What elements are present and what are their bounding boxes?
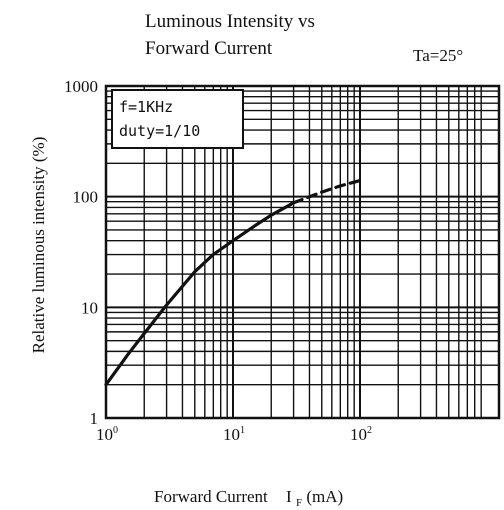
series-layer: [104, 178, 362, 387]
chart-title-line-1: Luminous Intensity vs: [145, 11, 315, 32]
y-tick-label: 1000: [64, 77, 98, 96]
y-axis-label: Relative luminous intensity (%): [29, 137, 48, 354]
y-tick-label: 10: [81, 298, 98, 317]
series-line-dashed: [292, 178, 362, 205]
x-axis-label-unit: (mA): [306, 487, 343, 506]
chart-title-line-2: Forward Current: [145, 38, 273, 59]
y-tick-label: 100: [73, 188, 99, 207]
plot-frame: [104, 84, 501, 420]
x-axis-label: Forward Current I F (mA): [154, 487, 343, 510]
series-line-solid: [104, 201, 296, 387]
test-condition-label: Ta=25°: [413, 46, 463, 65]
legend-box: [111, 89, 244, 149]
legend-frequency: f=1KHz: [119, 98, 173, 116]
x-tick-label: 102: [350, 425, 372, 444]
x-tick-labels: 100 101 102: [96, 425, 372, 444]
x-tick-label: 100: [96, 425, 118, 444]
legend-duty: duty=1/10: [119, 122, 200, 140]
x-axis-label-symbol: I: [286, 487, 292, 506]
x-axis-label-subscript: F: [296, 497, 302, 509]
y-tick-labels: 1 10 100 1000: [64, 77, 98, 428]
x-axis-label-prefix: Forward Current: [154, 487, 268, 506]
y-tick-label: 1: [90, 409, 99, 428]
x-tick-label: 101: [223, 425, 245, 444]
